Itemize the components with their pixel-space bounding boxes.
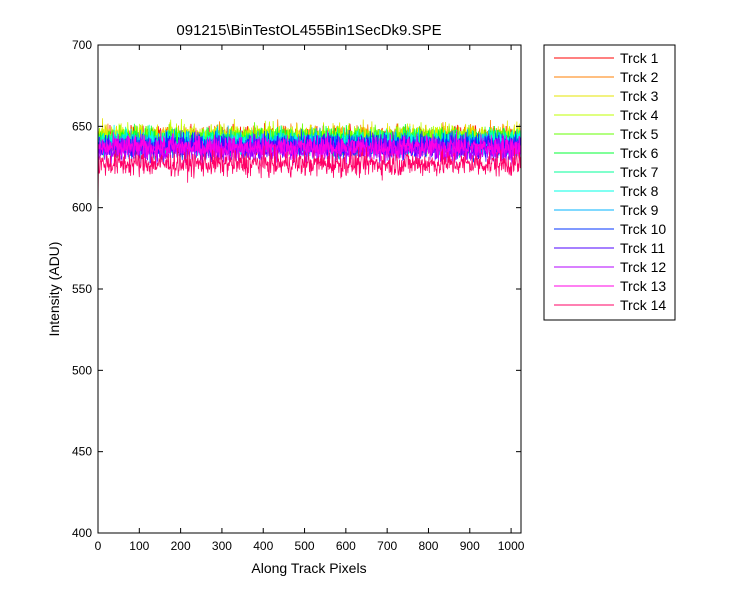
legend-label: Trck 5 — [620, 126, 659, 142]
legend-label: Trck 4 — [620, 107, 659, 123]
legend-label: Trck 8 — [620, 183, 659, 199]
legend-label: Trck 13 — [620, 278, 666, 294]
x-tick-label: 600 — [336, 539, 356, 553]
y-tick-label: 400 — [72, 526, 92, 540]
legend-label: Trck 11 — [620, 240, 665, 256]
plot-series — [97, 118, 521, 218]
x-tick-label: 800 — [418, 539, 438, 553]
x-tick-label: 500 — [295, 539, 315, 553]
x-axis-ticks: 0 100 200 300 400 500 600 700 800 900 1000 — [95, 45, 525, 553]
y-tick-label: 500 — [72, 363, 92, 377]
x-tick-label: 900 — [460, 539, 480, 553]
legend-label: Trck 14 — [620, 297, 666, 313]
x-tick-label: 700 — [377, 539, 397, 553]
legend-label: Trck 2 — [620, 69, 659, 85]
chart-title: 091215\BinTestOL455Bin1SecDk9.SPE — [176, 22, 441, 39]
legend-label: Trck 10 — [620, 221, 666, 237]
legend-label: Trck 7 — [620, 164, 659, 180]
legend: Trck 1 Trck 2 Trck 3 Trck 4 Trck 5 Trck 6 Trck… — [543, 44, 676, 321]
x-tick-label: 100 — [129, 539, 149, 553]
legend-box — [543, 44, 676, 321]
y-axis-label: Intensity (ADU) — [46, 242, 62, 337]
y-tick-label: 550 — [72, 282, 92, 296]
legend-label: Trck 6 — [620, 145, 659, 161]
series-line-13 — [97, 129, 521, 169]
x-tick-label: 0 — [95, 539, 102, 553]
y-axis-ticks: 400 450 500 550 600 650 700 — [72, 38, 521, 540]
x-tick-label: 400 — [253, 539, 273, 553]
legend-label: Trck 12 — [620, 259, 666, 275]
x-tick-label: 300 — [212, 539, 232, 553]
y-tick-label: 600 — [72, 201, 92, 215]
legend-label: Trck 9 — [620, 202, 659, 218]
y-tick-label: 450 — [72, 445, 92, 459]
x-tick-label: 1000 — [498, 539, 525, 553]
series-line-14 — [97, 144, 521, 218]
x-axis-label: Along Track Pixels — [251, 560, 366, 576]
x-tick-label: 200 — [171, 539, 191, 553]
y-tick-label: 650 — [72, 119, 92, 133]
legend-label: Trck 1 — [620, 50, 659, 66]
legend-label: Trck 3 — [620, 88, 659, 104]
y-tick-label: 700 — [72, 38, 92, 52]
